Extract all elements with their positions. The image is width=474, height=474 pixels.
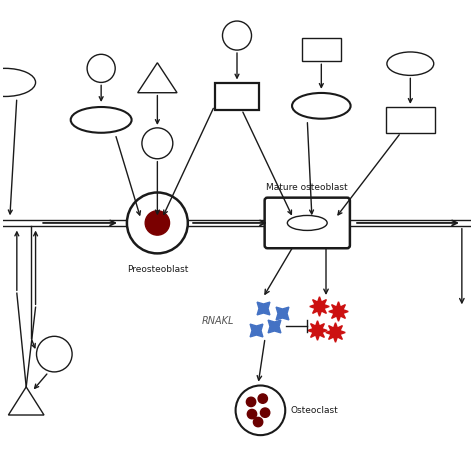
Circle shape xyxy=(254,417,263,427)
Circle shape xyxy=(236,385,285,435)
Circle shape xyxy=(258,394,267,403)
Text: RNAKL: RNAKL xyxy=(202,316,235,326)
FancyBboxPatch shape xyxy=(301,38,341,61)
FancyBboxPatch shape xyxy=(215,83,259,109)
Text: TPY: TPY xyxy=(229,31,245,40)
Circle shape xyxy=(142,128,173,159)
Text: TEY: TEY xyxy=(93,64,109,73)
Text: Preosteoblast: Preosteoblast xyxy=(127,265,188,274)
Text: TGY: TGY xyxy=(149,76,165,85)
FancyBboxPatch shape xyxy=(386,107,435,133)
Text: BMP: BMP xyxy=(401,59,420,68)
Text: ERK 5: ERK 5 xyxy=(308,101,335,110)
Text: p38: p38 xyxy=(149,139,165,148)
Circle shape xyxy=(222,21,252,50)
Text: ERK 1/2: ERK 1/2 xyxy=(83,115,118,124)
Ellipse shape xyxy=(71,107,132,133)
Circle shape xyxy=(145,211,170,235)
Text: BMPR2: BMPR2 xyxy=(396,115,425,124)
Text: -3 β: -3 β xyxy=(13,78,30,87)
Ellipse shape xyxy=(292,93,351,118)
Polygon shape xyxy=(137,63,177,93)
Text: Osteoclast: Osteoclast xyxy=(291,406,338,415)
Circle shape xyxy=(260,408,270,417)
Circle shape xyxy=(127,192,188,254)
Circle shape xyxy=(246,397,256,407)
Ellipse shape xyxy=(387,52,434,75)
Circle shape xyxy=(87,55,115,82)
Text: JNK: JNK xyxy=(229,92,245,101)
Circle shape xyxy=(36,337,72,372)
Polygon shape xyxy=(9,387,44,415)
Text: Mature osteoblast: Mature osteoblast xyxy=(266,183,348,192)
Text: TDY: TDY xyxy=(313,45,329,54)
Text: AKT: AKT xyxy=(46,350,63,359)
FancyBboxPatch shape xyxy=(264,198,350,248)
Ellipse shape xyxy=(0,68,36,97)
Circle shape xyxy=(247,410,257,419)
